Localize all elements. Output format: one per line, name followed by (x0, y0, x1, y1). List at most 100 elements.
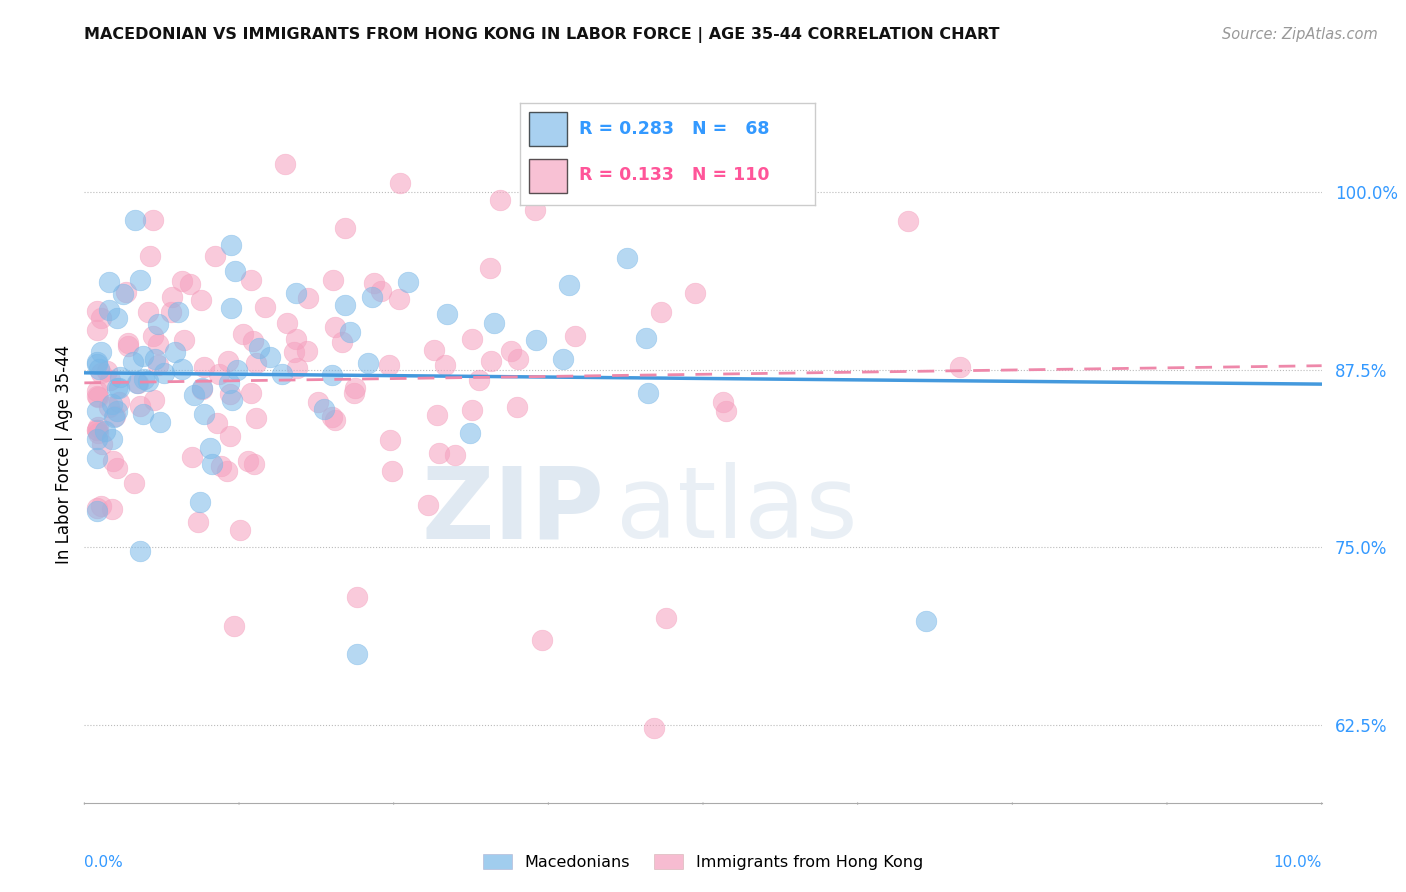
Point (217, 353, 239, 368)
Point (243, 457, 266, 471)
Point (190, 293, 212, 307)
Point (221, 392, 243, 407)
Point (377, 359, 399, 373)
Point (637, 386, 659, 401)
Text: 0.0%: 0.0% (84, 855, 124, 870)
Point (488, 193, 510, 207)
Point (97, 275, 120, 289)
Y-axis label: In Labor Force | Age 35-44: In Labor Force | Age 35-44 (55, 345, 73, 565)
Point (524, 333, 547, 347)
Point (108, 369, 131, 384)
Point (219, 429, 242, 443)
Point (105, 381, 128, 395)
Point (103, 410, 125, 425)
Point (276, 317, 298, 331)
Point (100, 397, 122, 411)
Point (685, 285, 707, 300)
Point (714, 404, 737, 418)
Point (322, 273, 344, 287)
Point (229, 523, 252, 537)
Point (478, 261, 501, 276)
Point (245, 411, 267, 425)
Point (101, 454, 124, 468)
Point (98, 400, 121, 414)
Point (208, 368, 231, 382)
Point (86, 355, 108, 369)
Point (90, 437, 112, 451)
Point (325, 413, 347, 427)
Point (219, 301, 242, 315)
Point (146, 317, 169, 331)
Point (127, 376, 149, 390)
Point (242, 334, 264, 349)
Point (321, 368, 343, 383)
Point (86, 504, 108, 518)
Point (132, 408, 155, 422)
Legend: Macedonians, Immigrants from Hong Kong: Macedonians, Immigrants from Hong Kong (478, 849, 928, 875)
Point (285, 285, 308, 300)
Point (557, 278, 579, 293)
Point (426, 408, 449, 422)
Point (152, 366, 174, 380)
Point (90, 344, 112, 359)
Point (245, 356, 267, 370)
Text: R = 0.133   N = 110: R = 0.133 N = 110 (579, 166, 769, 184)
Point (115, 285, 138, 300)
Point (274, 157, 297, 171)
Point (343, 386, 366, 401)
Point (90, 311, 112, 326)
Point (655, 611, 678, 625)
Point (484, 316, 506, 330)
Point (105, 403, 128, 417)
Point (86, 389, 108, 403)
Point (98, 373, 121, 387)
Point (191, 380, 214, 394)
Point (460, 426, 482, 441)
Point (271, 367, 294, 381)
Point (111, 286, 134, 301)
Point (363, 276, 385, 290)
Point (104, 409, 127, 423)
Point (360, 290, 382, 304)
Point (142, 212, 165, 227)
Point (295, 344, 318, 359)
Point (253, 300, 276, 314)
Point (381, 464, 404, 478)
Point (209, 459, 232, 474)
Point (564, 328, 586, 343)
Point (172, 274, 194, 288)
Point (416, 498, 439, 512)
Point (225, 363, 247, 377)
Point (461, 332, 484, 346)
Point (346, 647, 368, 661)
Point (136, 374, 159, 388)
Text: R = 0.283   N =   68: R = 0.283 N = 68 (579, 120, 769, 137)
Point (146, 358, 169, 372)
Point (87, 425, 110, 440)
Point (149, 415, 172, 429)
Point (117, 336, 139, 351)
Point (90, 499, 112, 513)
Point (122, 476, 145, 491)
Point (108, 381, 131, 395)
Point (129, 544, 152, 558)
Point (129, 399, 152, 413)
Point (433, 358, 456, 372)
Point (333, 298, 356, 312)
Point (636, 330, 658, 344)
Point (217, 464, 239, 478)
Text: 10.0%: 10.0% (1274, 855, 1322, 870)
Point (389, 176, 412, 190)
Point (949, 359, 972, 374)
Point (388, 292, 411, 306)
Point (105, 310, 128, 325)
Point (190, 495, 212, 509)
Point (222, 618, 245, 632)
Point (247, 341, 270, 355)
Point (380, 433, 402, 447)
Point (100, 432, 122, 446)
Point (166, 305, 188, 319)
Point (87, 390, 110, 404)
Point (427, 446, 450, 460)
Point (127, 376, 149, 390)
